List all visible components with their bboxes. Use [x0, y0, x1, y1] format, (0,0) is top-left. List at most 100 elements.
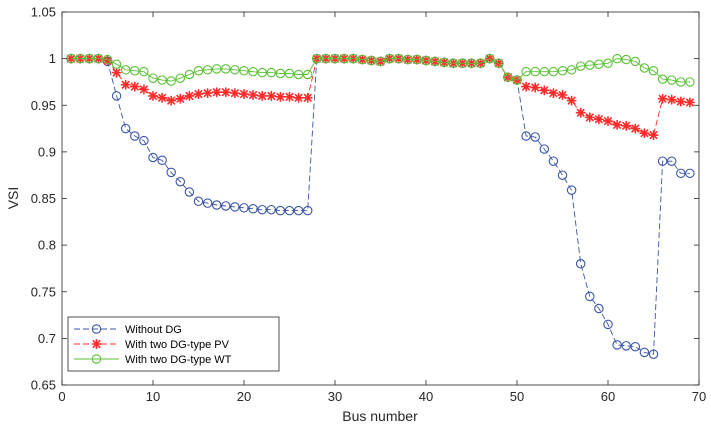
y-tick-label: 0.95	[31, 98, 56, 113]
data-point	[184, 187, 195, 197]
x-tick-label: 60	[601, 389, 615, 404]
y-tick-label: 0.8	[38, 238, 56, 253]
x-tick-label: 30	[328, 389, 342, 404]
data-point	[575, 259, 586, 269]
data-point	[284, 205, 295, 216]
data-point	[639, 347, 650, 358]
data-point	[166, 95, 177, 106]
data-point	[575, 107, 586, 118]
data-point	[111, 91, 122, 101]
data-point	[448, 58, 459, 69]
y-tick-label: 0.7	[38, 331, 56, 346]
data-point	[157, 155, 167, 166]
legend-label-with-wt: With two DG-type WT	[125, 354, 232, 366]
data-point	[257, 67, 267, 78]
data-point	[120, 79, 131, 90]
data-point	[621, 54, 631, 65]
data-point	[157, 75, 167, 85]
data-point	[639, 128, 650, 139]
data-point	[548, 156, 559, 166]
data-point	[494, 58, 504, 69]
x-tick-label: 40	[419, 389, 433, 404]
data-point	[603, 58, 613, 69]
data-point	[284, 91, 295, 102]
data-point	[566, 65, 577, 75]
x-tick-label: 50	[510, 389, 524, 404]
data-point	[685, 77, 695, 87]
data-point	[676, 77, 686, 87]
data-point	[220, 87, 231, 98]
data-point	[503, 72, 513, 83]
data-point	[248, 89, 259, 100]
data-point	[521, 81, 532, 92]
data-point	[403, 54, 413, 65]
data-point	[302, 205, 313, 216]
data-point	[184, 90, 195, 101]
data-point	[120, 123, 131, 134]
data-point	[393, 53, 404, 64]
legend-entry-with-pv: With two DG-type PV	[74, 338, 230, 351]
data-point	[248, 66, 258, 77]
y-tick-label: 1	[49, 51, 56, 66]
data-point	[539, 66, 550, 77]
data-point	[275, 68, 286, 79]
data-point	[202, 65, 213, 75]
data-point	[648, 130, 659, 141]
data-point	[293, 92, 304, 103]
x-axis-title: Bus number	[342, 408, 418, 424]
data-point	[139, 135, 149, 146]
data-point	[612, 340, 622, 350]
data-point	[585, 60, 595, 70]
data-point	[612, 119, 623, 130]
data-point	[339, 53, 349, 64]
x-tick-label: 70	[692, 389, 706, 404]
data-point	[211, 87, 222, 98]
data-point	[193, 89, 204, 100]
data-point	[457, 58, 468, 69]
legend-entry-with-wt: With two DG-type WT	[74, 354, 232, 366]
data-point	[375, 56, 386, 67]
data-point	[630, 342, 641, 352]
data-point	[139, 66, 149, 77]
data-point	[157, 92, 168, 103]
data-point	[120, 65, 131, 75]
axes-layer: 0 10 20 30 40 50 60 70 0.65 0.7 0.75 0.8 0.85 0.9 0.95…	[31, 5, 707, 405]
data-point	[475, 58, 486, 69]
data-point	[557, 65, 568, 76]
data-point	[239, 203, 249, 213]
data-point	[602, 116, 614, 127]
data-point	[630, 56, 641, 67]
data-point	[138, 84, 149, 95]
data-point	[302, 92, 313, 103]
data-point	[321, 53, 331, 64]
data-point	[548, 66, 559, 77]
data-point	[603, 319, 613, 330]
data-point	[648, 349, 659, 359]
data-point	[284, 68, 295, 79]
data-point	[148, 73, 158, 83]
data-point	[539, 85, 550, 96]
data-point	[330, 53, 340, 64]
data-point	[293, 69, 304, 80]
data-point	[412, 54, 422, 65]
data-point	[484, 53, 495, 64]
data-point	[148, 152, 158, 163]
data-point	[566, 95, 577, 106]
legend-marker-sample	[91, 338, 102, 350]
data-point	[257, 90, 268, 101]
data-point	[221, 64, 231, 74]
data-point	[111, 67, 122, 78]
data-point	[557, 170, 568, 180]
legend-marker-sample	[91, 354, 102, 364]
data-point	[666, 75, 677, 85]
data-point	[666, 156, 677, 166]
data-point	[221, 201, 231, 211]
data-point	[657, 93, 668, 104]
y-axis-title: VSI	[5, 187, 21, 210]
y-tick-label: 0.65	[31, 378, 56, 393]
legend-label-without-dg: Without DG	[125, 324, 182, 336]
data-point	[266, 90, 277, 101]
data-point	[539, 144, 550, 154]
data-point	[211, 64, 222, 74]
data-point	[166, 167, 176, 178]
